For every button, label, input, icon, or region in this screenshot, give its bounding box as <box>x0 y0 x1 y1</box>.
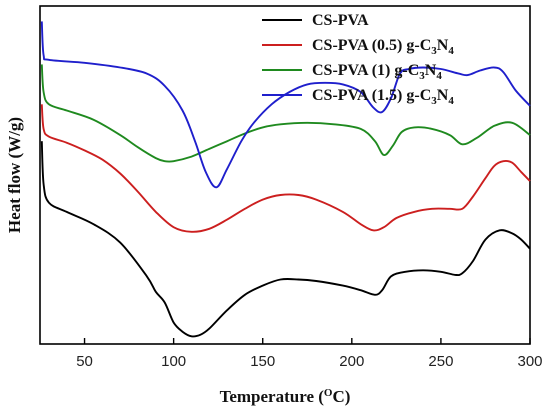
legend-label-part: CS-PVA <box>312 12 369 29</box>
x-axis-title-sup: O <box>324 387 333 399</box>
x-axis-title: Temperature (OC) <box>220 387 351 406</box>
legend-label-0: CS-PVA <box>312 12 369 29</box>
x-axis-title-tail: C) <box>332 387 350 406</box>
legend-label-part: 3 <box>419 70 425 82</box>
series-line-2 <box>40 64 531 163</box>
legend-label-part: g-C <box>406 37 431 54</box>
legend-label-1: CS-PVA (0.5) g-C3N4 <box>312 37 454 57</box>
x-tick-label: 100 <box>161 353 186 370</box>
legend-label-part: CS-PVA (0.5) <box>312 37 406 54</box>
legend-label-part: N <box>437 37 449 54</box>
series-line-0 <box>40 141 531 338</box>
series-line-1 <box>40 104 531 233</box>
x-tick-label: 200 <box>339 353 364 370</box>
x-tick-label: 50 <box>76 353 93 370</box>
x-tick-label: 250 <box>428 353 453 370</box>
x-axis-ticks: 50 100 150 200 250 300 <box>76 338 543 370</box>
x-axis-title-base: Temperature ( <box>220 387 325 406</box>
x-tick-label: 150 <box>250 353 275 370</box>
series-lines <box>40 21 531 338</box>
legend-label-part: 3 <box>431 95 437 107</box>
legend-label-part: N <box>425 62 437 79</box>
legend-label-part: CS-PVA (1.5) <box>312 87 406 104</box>
series-line-3 <box>40 21 531 189</box>
legend-label-part: 4 <box>436 70 442 82</box>
legend-label-part: g-C <box>394 62 419 79</box>
legend-label-2: CS-PVA (1) g-C3N4 <box>312 62 442 82</box>
legend-label-part: 3 <box>431 45 437 57</box>
legend-label-part: N <box>437 87 449 104</box>
y-axis-title: Heat flow (W/g) <box>5 117 24 233</box>
legend-label-part: g-C <box>406 87 431 104</box>
plot-frame <box>39 5 531 345</box>
legend-label-part: 4 <box>448 95 454 107</box>
legend-label-part: 4 <box>448 45 454 57</box>
legend-label-part: CS-PVA (1) <box>312 62 394 79</box>
legend-label-3: CS-PVA (1.5) g-C3N4 <box>312 87 454 107</box>
x-tick-label: 300 <box>517 353 542 370</box>
